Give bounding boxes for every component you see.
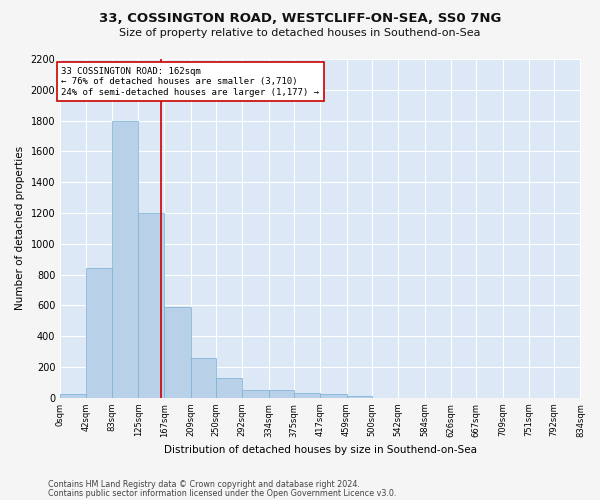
Text: Contains public sector information licensed under the Open Government Licence v3: Contains public sector information licen… [48, 488, 397, 498]
Bar [112, 120, 138, 398]
Bar [347, 396, 372, 398]
Bar [191, 358, 216, 398]
Bar [269, 390, 294, 398]
Bar [138, 213, 164, 398]
Text: Contains HM Land Registry data © Crown copyright and database right 2024.: Contains HM Land Registry data © Crown c… [48, 480, 360, 489]
Text: 33, COSSINGTON ROAD, WESTCLIFF-ON-SEA, SS0 7NG: 33, COSSINGTON ROAD, WESTCLIFF-ON-SEA, S… [99, 12, 501, 26]
X-axis label: Distribution of detached houses by size in Southend-on-Sea: Distribution of detached houses by size … [164, 445, 477, 455]
Bar [216, 378, 242, 398]
Bar [164, 307, 191, 398]
Bar [294, 393, 320, 398]
Bar [86, 268, 112, 398]
Text: 33 COSSINGTON ROAD: 162sqm
← 76% of detached houses are smaller (3,710)
24% of s: 33 COSSINGTON ROAD: 162sqm ← 76% of deta… [61, 66, 319, 96]
Text: Size of property relative to detached houses in Southend-on-Sea: Size of property relative to detached ho… [119, 28, 481, 38]
Y-axis label: Number of detached properties: Number of detached properties [15, 146, 25, 310]
Bar [320, 394, 347, 398]
Bar [242, 390, 269, 398]
Bar [60, 394, 86, 398]
